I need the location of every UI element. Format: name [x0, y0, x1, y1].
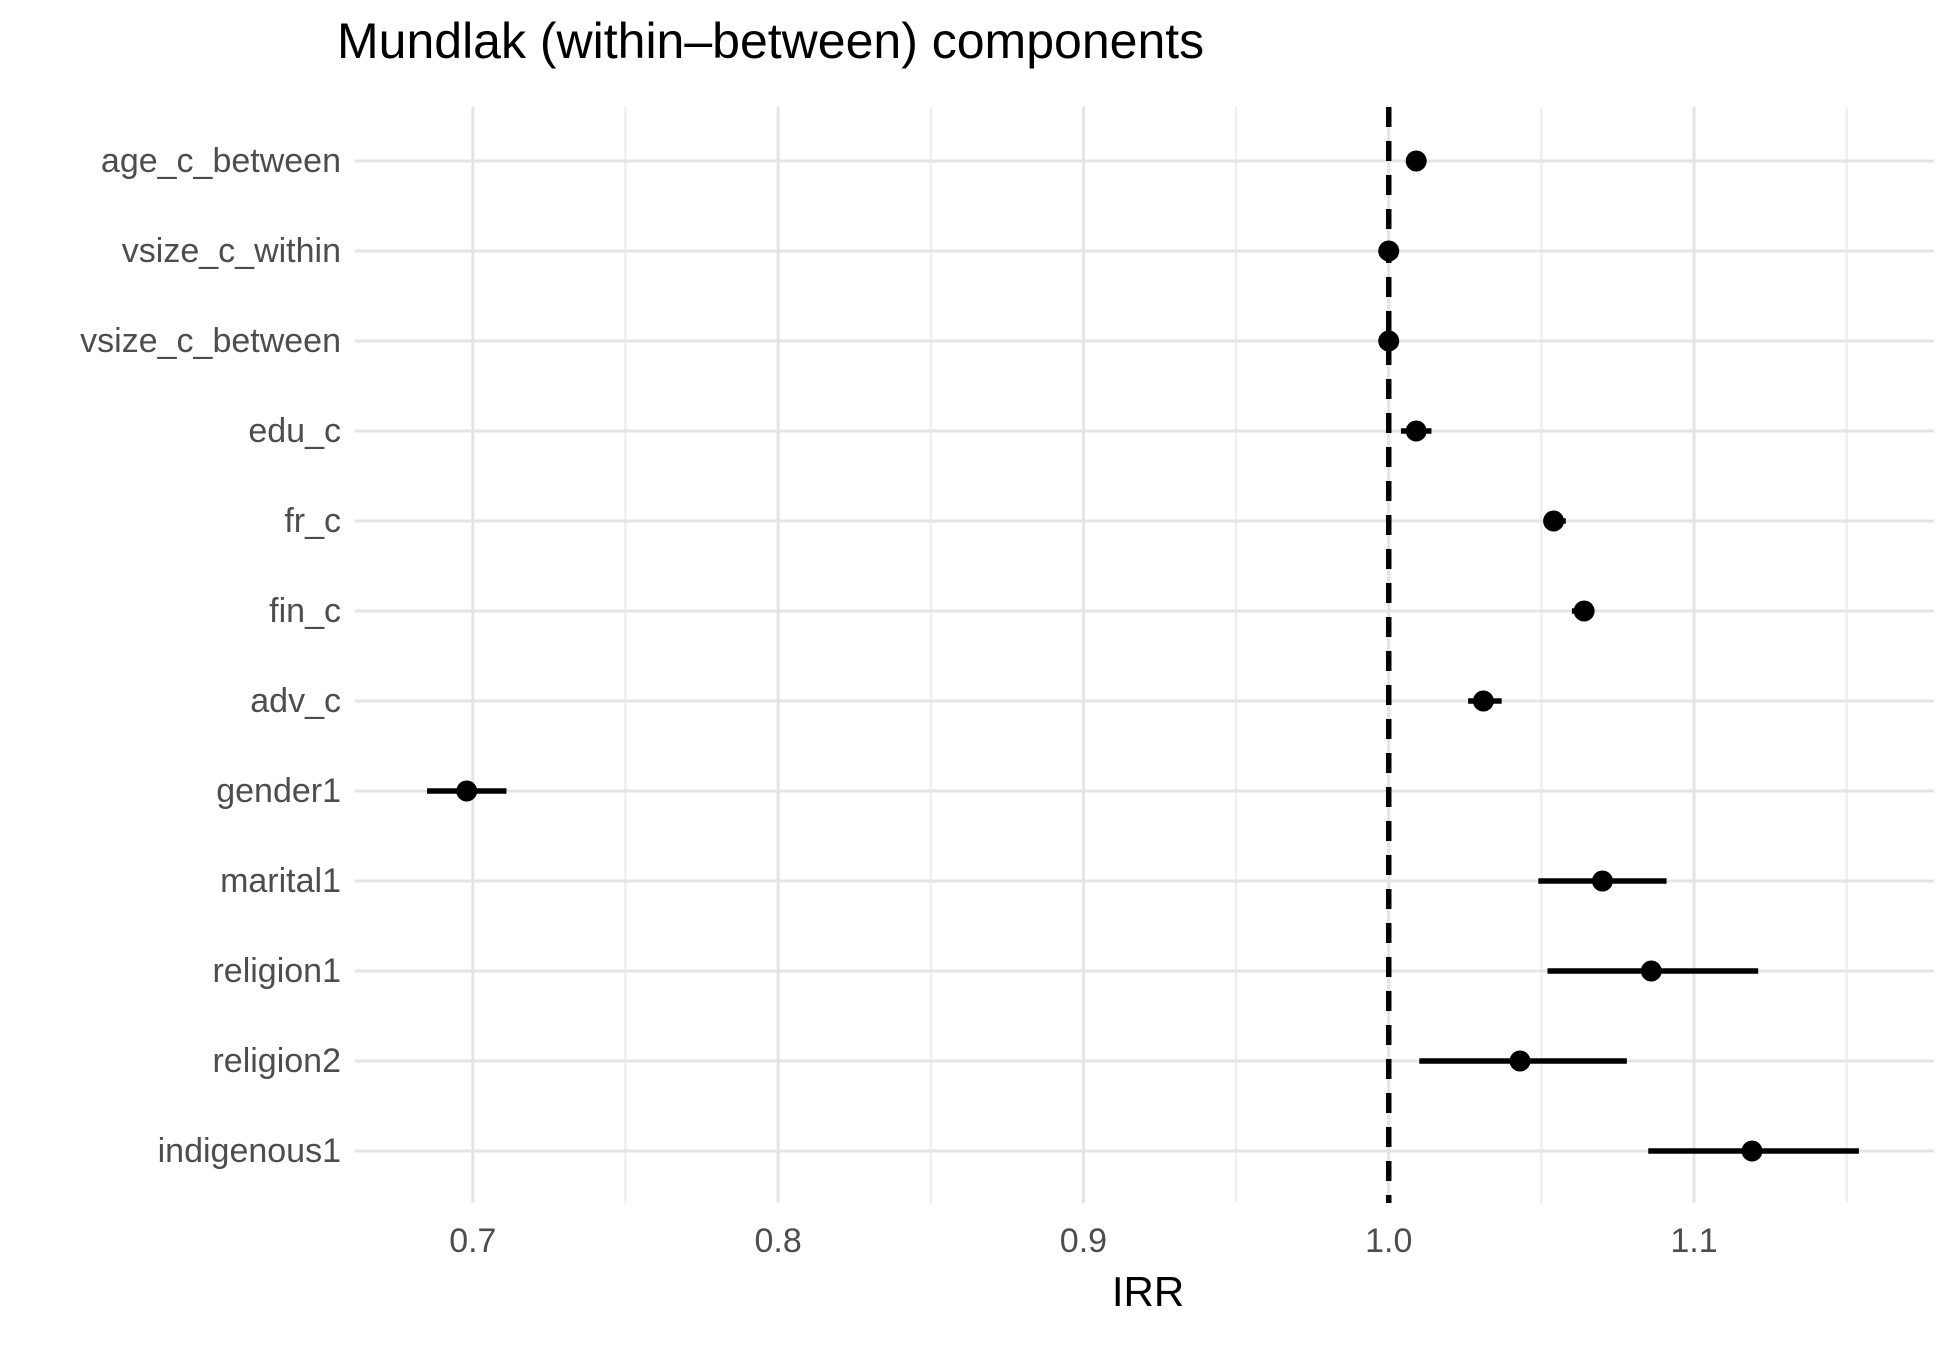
y-axis-label: gender1: [216, 772, 341, 810]
y-axis-label: adv_c: [250, 682, 341, 720]
point: [1573, 600, 1595, 622]
y-axis-label: religion1: [212, 952, 341, 990]
point: [1543, 510, 1565, 532]
point: [1509, 1050, 1531, 1072]
y-axis-label: age_c_between: [100, 142, 341, 180]
x-axis-tick-label: 1.0: [1365, 1222, 1413, 1260]
x-axis-tick-label: 0.7: [449, 1222, 497, 1260]
x-axis-tick-label: 0.8: [754, 1222, 802, 1260]
y-axis-label: fr_c: [284, 502, 341, 540]
point: [1378, 330, 1400, 352]
y-axis-label: vsize_c_within: [121, 232, 341, 270]
x-axis-tick-label: 0.9: [1059, 1222, 1108, 1260]
y-axis-label: fin_c: [269, 592, 341, 630]
x-axis-title: IRR: [1111, 1268, 1185, 1315]
point: [1640, 960, 1662, 982]
y-axis-label: vsize_c_between: [80, 322, 341, 360]
point: [1591, 870, 1613, 892]
y-axis-label: edu_c: [248, 412, 341, 450]
y-axis-label: indigenous1: [157, 1132, 341, 1170]
point: [456, 780, 478, 802]
y-axis-label: religion2: [212, 1042, 341, 1080]
y-axis-label: marital1: [220, 862, 341, 900]
x-axis-tick-label: 1.1: [1670, 1222, 1718, 1260]
point: [1405, 420, 1427, 442]
point: [1405, 150, 1427, 172]
point: [1472, 690, 1494, 712]
plot-title: Mundlak (within–between) components: [337, 13, 1205, 69]
point: [1378, 240, 1400, 262]
point: [1741, 1140, 1763, 1162]
